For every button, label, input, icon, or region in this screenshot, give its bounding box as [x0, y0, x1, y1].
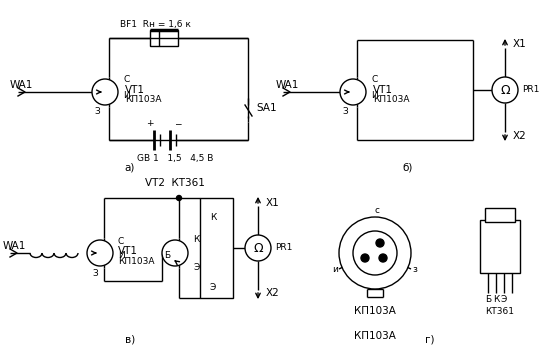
Text: Ω: Ω — [253, 241, 263, 254]
Text: К: К — [493, 295, 499, 304]
Text: С: С — [118, 237, 124, 245]
Text: З: З — [94, 107, 100, 117]
Text: в): в) — [125, 335, 135, 345]
Text: КП103А: КП103А — [125, 95, 161, 105]
Circle shape — [245, 235, 271, 261]
Text: Б: Б — [164, 251, 170, 260]
Circle shape — [162, 240, 188, 266]
Text: а): а) — [125, 163, 135, 173]
Text: Э: Э — [210, 283, 216, 293]
Circle shape — [176, 195, 181, 201]
Text: X1: X1 — [266, 198, 280, 208]
Text: GB 1   1,5   4,5 В: GB 1 1,5 4,5 В — [137, 153, 213, 163]
Text: WA1: WA1 — [10, 80, 33, 90]
Text: VT1: VT1 — [373, 85, 393, 95]
Text: +: + — [146, 119, 154, 128]
Bar — [485, 208, 515, 222]
Text: WA1: WA1 — [276, 80, 299, 90]
Text: К: К — [210, 214, 216, 222]
Circle shape — [92, 79, 118, 105]
Text: с: с — [374, 206, 379, 215]
Text: X1: X1 — [513, 39, 527, 49]
Circle shape — [376, 239, 384, 247]
Text: КП103А: КП103А — [354, 331, 396, 341]
Text: И: И — [371, 90, 378, 100]
Text: VT1: VT1 — [125, 85, 145, 95]
Circle shape — [379, 254, 387, 262]
Circle shape — [87, 240, 113, 266]
Text: КП103А: КП103А — [373, 95, 410, 105]
Text: X2: X2 — [266, 288, 280, 298]
Text: И: И — [123, 90, 130, 100]
Text: Э: Э — [193, 263, 200, 271]
Text: И: И — [118, 251, 125, 260]
Circle shape — [492, 77, 518, 103]
Text: и: и — [332, 264, 338, 274]
Bar — [200, 198, 233, 298]
Text: З: З — [342, 107, 348, 117]
Bar — [150, 30, 178, 46]
Text: КТ361: КТ361 — [486, 307, 514, 315]
Text: С: С — [123, 75, 129, 84]
Text: VT1: VT1 — [118, 246, 138, 256]
Text: б): б) — [403, 163, 413, 173]
Text: Ω: Ω — [500, 83, 510, 96]
Circle shape — [353, 231, 397, 275]
Circle shape — [361, 254, 369, 262]
Text: З: З — [92, 269, 98, 277]
Text: BF1  Rн = 1,6 к: BF1 Rн = 1,6 к — [119, 19, 190, 29]
Text: КП103А: КП103А — [118, 257, 154, 265]
Text: К: К — [193, 234, 200, 244]
Text: PR1: PR1 — [275, 244, 293, 252]
Text: Э: Э — [501, 295, 507, 304]
Text: −: − — [174, 119, 182, 128]
Text: VT2  КТ361: VT2 КТ361 — [145, 178, 205, 188]
Circle shape — [340, 79, 366, 105]
Text: WA1: WA1 — [3, 241, 27, 251]
Circle shape — [339, 217, 411, 289]
Text: Б: Б — [485, 295, 491, 304]
Text: PR1: PR1 — [522, 86, 539, 94]
Text: з: з — [412, 264, 417, 274]
Text: КП103А: КП103А — [354, 306, 396, 316]
Bar — [480, 220, 520, 273]
Text: SA1: SA1 — [256, 103, 276, 113]
Text: С: С — [371, 75, 377, 84]
Text: X2: X2 — [513, 131, 527, 141]
Text: г): г) — [425, 335, 435, 345]
